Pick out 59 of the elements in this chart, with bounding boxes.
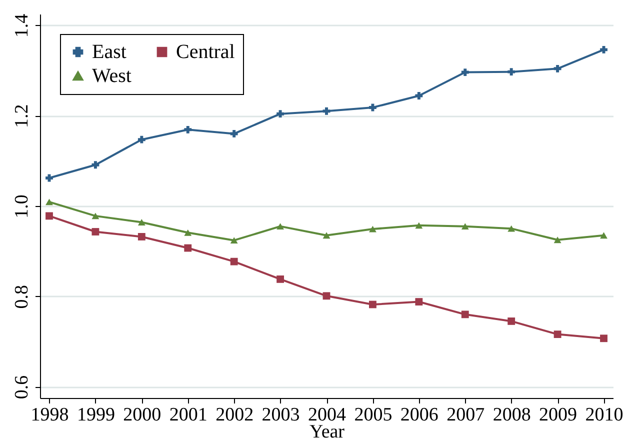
- x-tick-label: 2010: [585, 404, 624, 426]
- y-tick-label: 0.8: [12, 284, 32, 309]
- point: [46, 212, 53, 220]
- point: [461, 223, 469, 230]
- point: [600, 232, 608, 239]
- point: [230, 130, 238, 138]
- point: [554, 64, 562, 72]
- point: [415, 92, 423, 100]
- x-tick-label: 2006: [400, 404, 438, 426]
- point: [369, 226, 376, 232]
- point: [230, 237, 238, 244]
- point: [369, 104, 376, 112]
- point: [600, 46, 608, 54]
- x-tick-label: 2001: [169, 404, 208, 426]
- y-tick-label: 0.6: [12, 375, 32, 400]
- point: [461, 310, 469, 318]
- legend-label: Central: [176, 41, 236, 63]
- point: [508, 225, 516, 232]
- point: [46, 198, 53, 206]
- point: [138, 136, 146, 144]
- legend-label: East: [92, 41, 127, 63]
- x-tick-label: 2008: [492, 404, 531, 426]
- point: [276, 223, 284, 230]
- point: [508, 68, 516, 76]
- point: [276, 110, 284, 118]
- point: [92, 212, 100, 220]
- x-tick-label: 2003: [262, 404, 300, 426]
- point: [415, 222, 423, 229]
- x-tick-label: 2000: [123, 404, 162, 426]
- point: [138, 219, 146, 226]
- point: [554, 236, 562, 244]
- point: [92, 228, 100, 236]
- legend-label: West: [92, 65, 132, 87]
- point: [508, 317, 516, 325]
- point: [184, 229, 192, 236]
- point: [92, 161, 100, 169]
- x-tick-label: 2002: [216, 404, 254, 426]
- x-tick-label: 2009: [539, 404, 578, 426]
- x-tick-label: 2007: [446, 404, 485, 426]
- point: [369, 300, 376, 308]
- point: [138, 233, 146, 240]
- y-tick-label: 1.4: [12, 13, 32, 38]
- point: [184, 244, 192, 252]
- y-tick-label: 1.2: [12, 104, 32, 128]
- point: [230, 258, 238, 266]
- point: [184, 126, 192, 134]
- point: [461, 68, 469, 76]
- point: [322, 232, 330, 239]
- point: [322, 107, 330, 115]
- x-tick-label: 2005: [354, 404, 392, 426]
- x-tick-label: 1999: [76, 404, 115, 426]
- point: [554, 330, 562, 338]
- y-tick-label: 1.0: [12, 194, 32, 218]
- x-tick-label: 1998: [30, 404, 69, 426]
- point: [46, 174, 53, 182]
- point: [415, 298, 423, 306]
- point: [276, 275, 284, 283]
- point: [322, 292, 330, 300]
- point: [600, 334, 608, 342]
